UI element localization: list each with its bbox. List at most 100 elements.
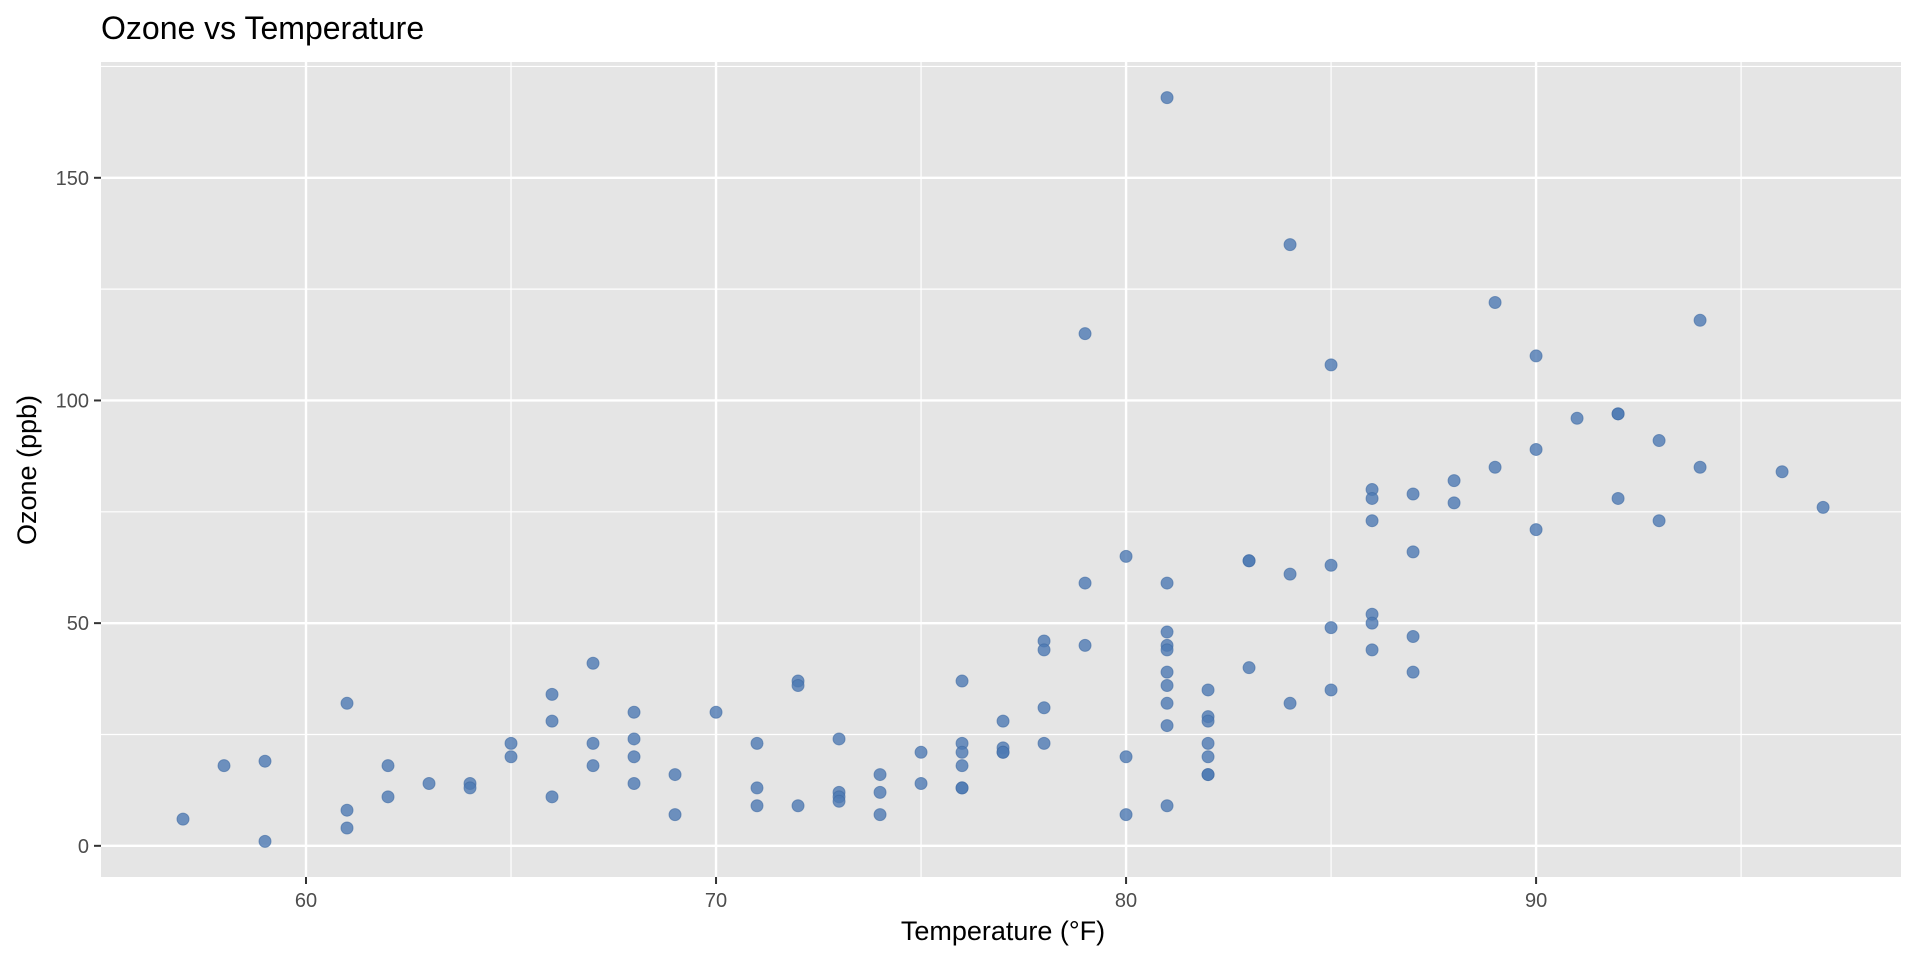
data-point (1160, 91, 1174, 105)
data-point (1324, 358, 1338, 372)
data-point (1078, 576, 1092, 590)
data-point (340, 821, 354, 835)
data-point (340, 803, 354, 817)
data-point (1201, 683, 1215, 697)
data-point (1488, 295, 1502, 309)
data-point (381, 790, 395, 804)
data-point (832, 794, 846, 808)
x-axis-title: Temperature (°F) (901, 916, 1105, 946)
data-point (1324, 621, 1338, 635)
data-point (1160, 799, 1174, 813)
data-point (545, 790, 559, 804)
data-point (1283, 567, 1297, 581)
data-point (1037, 736, 1051, 750)
data-point (1119, 750, 1133, 764)
data-point (1283, 696, 1297, 710)
data-point (1652, 514, 1666, 528)
data-points (176, 91, 1830, 848)
y-tick-label: 50 (67, 613, 89, 635)
data-point (955, 781, 969, 795)
data-point (1242, 554, 1256, 568)
data-point (914, 745, 928, 759)
data-point (750, 736, 764, 750)
data-point (709, 705, 723, 719)
data-point (996, 714, 1010, 728)
x-tick-label: 90 (1525, 890, 1547, 912)
y-tick-label: 100 (56, 390, 89, 412)
data-point (1160, 678, 1174, 692)
data-point (1324, 558, 1338, 572)
data-point (1119, 549, 1133, 563)
data-point (955, 759, 969, 773)
data-point (1529, 523, 1543, 537)
data-point (340, 696, 354, 710)
data-point (1570, 411, 1584, 425)
x-axis: 60 70 80 90 (295, 877, 1547, 912)
data-point (668, 808, 682, 822)
data-point (1406, 545, 1420, 559)
data-point (545, 687, 559, 701)
data-point (873, 808, 887, 822)
data-point (1447, 474, 1461, 488)
data-point (1693, 313, 1707, 327)
data-point (627, 705, 641, 719)
data-point (627, 776, 641, 790)
data-point (504, 750, 518, 764)
data-point (1693, 460, 1707, 474)
data-point (1611, 407, 1625, 421)
y-tick-label: 0 (78, 836, 89, 858)
y-axis: 0 50 100 150 (56, 168, 101, 858)
y-axis-title: Ozone (ppb) (12, 395, 42, 545)
data-point (1160, 576, 1174, 590)
data-point (955, 745, 969, 759)
data-point (668, 768, 682, 782)
data-point (1365, 514, 1379, 528)
data-point (1283, 238, 1297, 252)
grid-major (101, 62, 1901, 877)
data-point (832, 732, 846, 746)
data-point (1160, 625, 1174, 639)
data-point (1529, 442, 1543, 456)
x-tick-label: 70 (705, 890, 727, 912)
x-tick-label: 60 (295, 890, 317, 912)
data-point (586, 656, 600, 670)
x-tick-label: 80 (1115, 890, 1137, 912)
y-tick-label: 150 (56, 168, 89, 190)
data-point (750, 799, 764, 813)
data-point (1775, 465, 1789, 479)
data-point (1037, 701, 1051, 715)
data-point (996, 745, 1010, 759)
data-point (873, 768, 887, 782)
data-point (1201, 714, 1215, 728)
data-point (1406, 487, 1420, 501)
data-point (1078, 638, 1092, 652)
data-point (1160, 719, 1174, 733)
data-point (1160, 696, 1174, 710)
plot-panel (101, 62, 1901, 877)
data-point (1406, 630, 1420, 644)
data-point (1160, 643, 1174, 657)
data-point (422, 776, 436, 790)
data-point (1365, 491, 1379, 505)
data-point (1201, 768, 1215, 782)
data-point (914, 776, 928, 790)
data-point (1611, 491, 1625, 505)
data-point (1201, 736, 1215, 750)
data-point (545, 714, 559, 728)
data-point (586, 736, 600, 750)
data-point (1242, 661, 1256, 675)
data-point (1365, 616, 1379, 630)
data-point (1406, 665, 1420, 679)
data-point (1529, 349, 1543, 363)
data-point (627, 732, 641, 746)
data-point (1652, 434, 1666, 448)
data-point (1365, 643, 1379, 657)
data-point (176, 812, 190, 826)
data-point (504, 736, 518, 750)
data-point (1816, 500, 1830, 514)
data-point (1037, 643, 1051, 657)
data-point (1447, 496, 1461, 510)
data-point (1488, 460, 1502, 474)
data-point (1201, 750, 1215, 764)
